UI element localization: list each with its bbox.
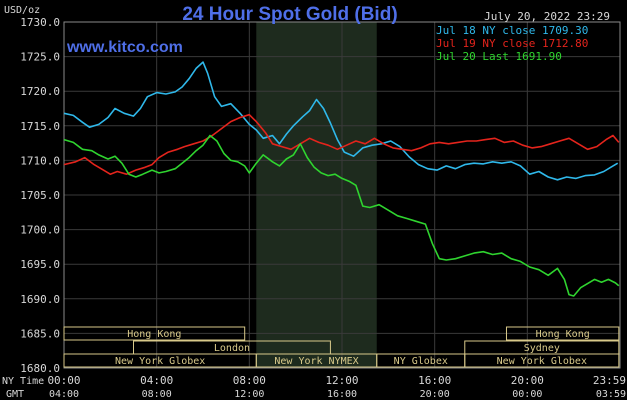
x-tick-label-ny: 04:00 xyxy=(140,374,173,387)
session-label: New York Globex xyxy=(115,356,205,367)
session-box xyxy=(505,326,620,341)
session-label: New York NYMEX xyxy=(274,356,358,367)
timestamp: July 20, 2022 23:29 xyxy=(484,10,610,23)
series-line-1 xyxy=(63,113,620,175)
session-label: Hong Kong xyxy=(536,329,590,340)
x-tick-label-gmt: 04:00 xyxy=(49,389,79,400)
x-tick-label-gmt: 00:00 xyxy=(512,389,542,400)
ny-time-row-label: NY Time xyxy=(2,376,44,387)
x-axis-ticks: 00:00 04:00 04:00 08:00 08:00 12:00 12:00 16:00… xyxy=(47,374,626,400)
plot-frame xyxy=(63,21,621,369)
y-tick-label: 1690.0 xyxy=(20,293,60,306)
session-label: Sydney xyxy=(524,343,560,354)
session-box xyxy=(464,353,620,368)
x-tick-label-gmt: 12:00 xyxy=(234,389,264,400)
y-tick-label: 1710.0 xyxy=(20,154,60,167)
y-tick-label: 1685.0 xyxy=(20,327,60,340)
x-tick-label-ny: 16:00 xyxy=(418,374,451,387)
series-line-2 xyxy=(63,134,620,297)
x-tick-label-ny: 00:00 xyxy=(47,374,80,387)
x-tick-label-ny: 12:00 xyxy=(325,374,358,387)
series-line-0 xyxy=(63,61,619,181)
x-tick-label-gmt: 03:59 xyxy=(596,389,626,400)
brand-watermark: www.kitco.com xyxy=(66,39,183,56)
y-tick-label: 1705.0 xyxy=(20,189,60,202)
x-tick-label-gmt: 08:00 xyxy=(142,389,172,400)
y-tick-label: 1700.0 xyxy=(20,224,60,237)
y-axis-ticks: 1730.0 1725.0 1720.0 1715.0 1710.0 1705.0 1700… xyxy=(20,16,60,375)
legend-item-jul19: Jul 19 NY close 1712.80 xyxy=(436,37,588,50)
session-label: London xyxy=(214,343,250,354)
chart-title: 24 Hour Spot Gold (Bid) xyxy=(182,4,397,25)
legend-item-jul20: Jul 20 Last 1691.90 xyxy=(436,50,562,63)
y-tick-label: 1720.0 xyxy=(20,85,60,98)
units-label: USD/oz xyxy=(4,5,40,16)
session-label: New York Globex xyxy=(497,356,587,367)
session-label: NY Globex xyxy=(394,356,448,367)
x-tick-label-ny: 20:00 xyxy=(511,374,544,387)
y-tick-label: 1715.0 xyxy=(20,120,60,133)
legend: Jul 18 NY close 1709.30 Jul 19 NY close … xyxy=(436,24,588,63)
y-tick-label: 1725.0 xyxy=(20,51,60,64)
market-sessions: Hong Kong Hong Kong London Sydney New York G… xyxy=(63,326,620,368)
session-label: Hong Kong xyxy=(127,329,181,340)
x-tick-label-ny: 08:00 xyxy=(233,374,266,387)
legend-item-jul18: Jul 18 NY close 1709.30 xyxy=(436,24,588,37)
y-tick-label: 1680.0 xyxy=(20,362,60,375)
y-tick-label: 1695.0 xyxy=(20,258,60,271)
session-box xyxy=(63,326,246,341)
x-tick-label-ny: 23:59 xyxy=(593,374,626,387)
x-tick-label-gmt: 20:00 xyxy=(420,389,450,400)
price-series xyxy=(63,61,620,297)
gmt-row-label: GMT xyxy=(6,389,24,400)
x-tick-label-gmt: 16:00 xyxy=(327,389,357,400)
y-tick-label: 1730.0 xyxy=(20,16,60,29)
